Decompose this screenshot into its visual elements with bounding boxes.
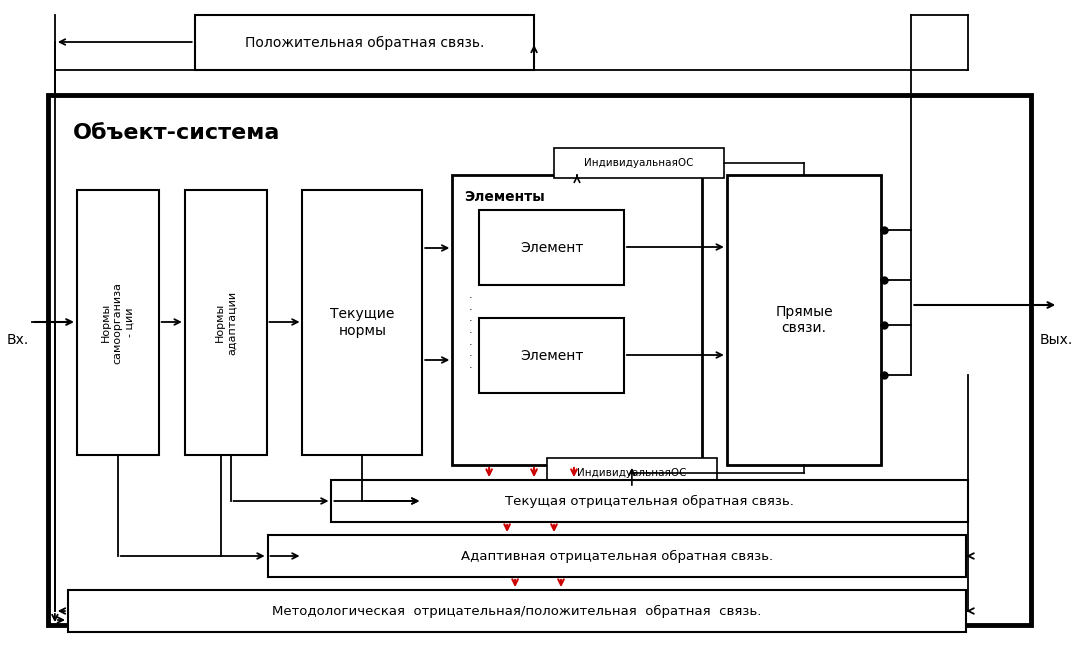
Text: Положительная обратная связь.: Положительная обратная связь. bbox=[244, 35, 484, 49]
Bar bbox=[76, 190, 158, 455]
Bar bbox=[184, 190, 266, 455]
Bar bbox=[479, 210, 624, 285]
Bar bbox=[68, 590, 966, 632]
Text: Нормы
самоорганиза
- ции: Нормы самоорганиза - ции bbox=[101, 281, 135, 363]
Text: Элемент: Элемент bbox=[520, 348, 584, 363]
Bar bbox=[47, 95, 1031, 625]
Bar bbox=[267, 535, 966, 577]
Text: Прямые
связи.: Прямые связи. bbox=[775, 305, 833, 335]
Text: Элементы: Элементы bbox=[464, 190, 545, 204]
Text: Объект-система: Объект-система bbox=[73, 123, 280, 143]
Text: Текущие
нормы: Текущие нормы bbox=[331, 307, 394, 338]
Text: .
.
.
.
.
.
.: . . . . . . . bbox=[468, 290, 472, 370]
Text: Методологическая  отрицательная/положительная  обратная  связь.: Методологическая отрицательная/положител… bbox=[272, 605, 761, 618]
Text: Элемент: Элемент bbox=[520, 240, 584, 255]
Bar bbox=[195, 15, 534, 70]
Bar bbox=[547, 458, 716, 488]
Bar bbox=[452, 175, 702, 465]
Text: Адаптивная отрицательная обратная связь.: Адаптивная отрицательная обратная связь. bbox=[461, 549, 773, 562]
Text: Текущая отрицательная обратная связь.: Текущая отрицательная обратная связь. bbox=[505, 495, 795, 508]
Text: ИндивидуальнаяОС: ИндивидуальнаяОС bbox=[577, 468, 687, 478]
Text: Вх.: Вх. bbox=[6, 333, 29, 347]
Bar bbox=[303, 190, 422, 455]
Bar bbox=[332, 480, 968, 522]
Bar bbox=[727, 175, 881, 465]
Text: ИндивидуальнаяОС: ИндивидуальнаяОС bbox=[584, 158, 694, 168]
Bar bbox=[554, 148, 724, 178]
Bar bbox=[479, 318, 624, 393]
Text: Вых.: Вых. bbox=[1039, 333, 1073, 347]
Text: Нормы
адаптации: Нормы адаптации bbox=[214, 290, 236, 355]
